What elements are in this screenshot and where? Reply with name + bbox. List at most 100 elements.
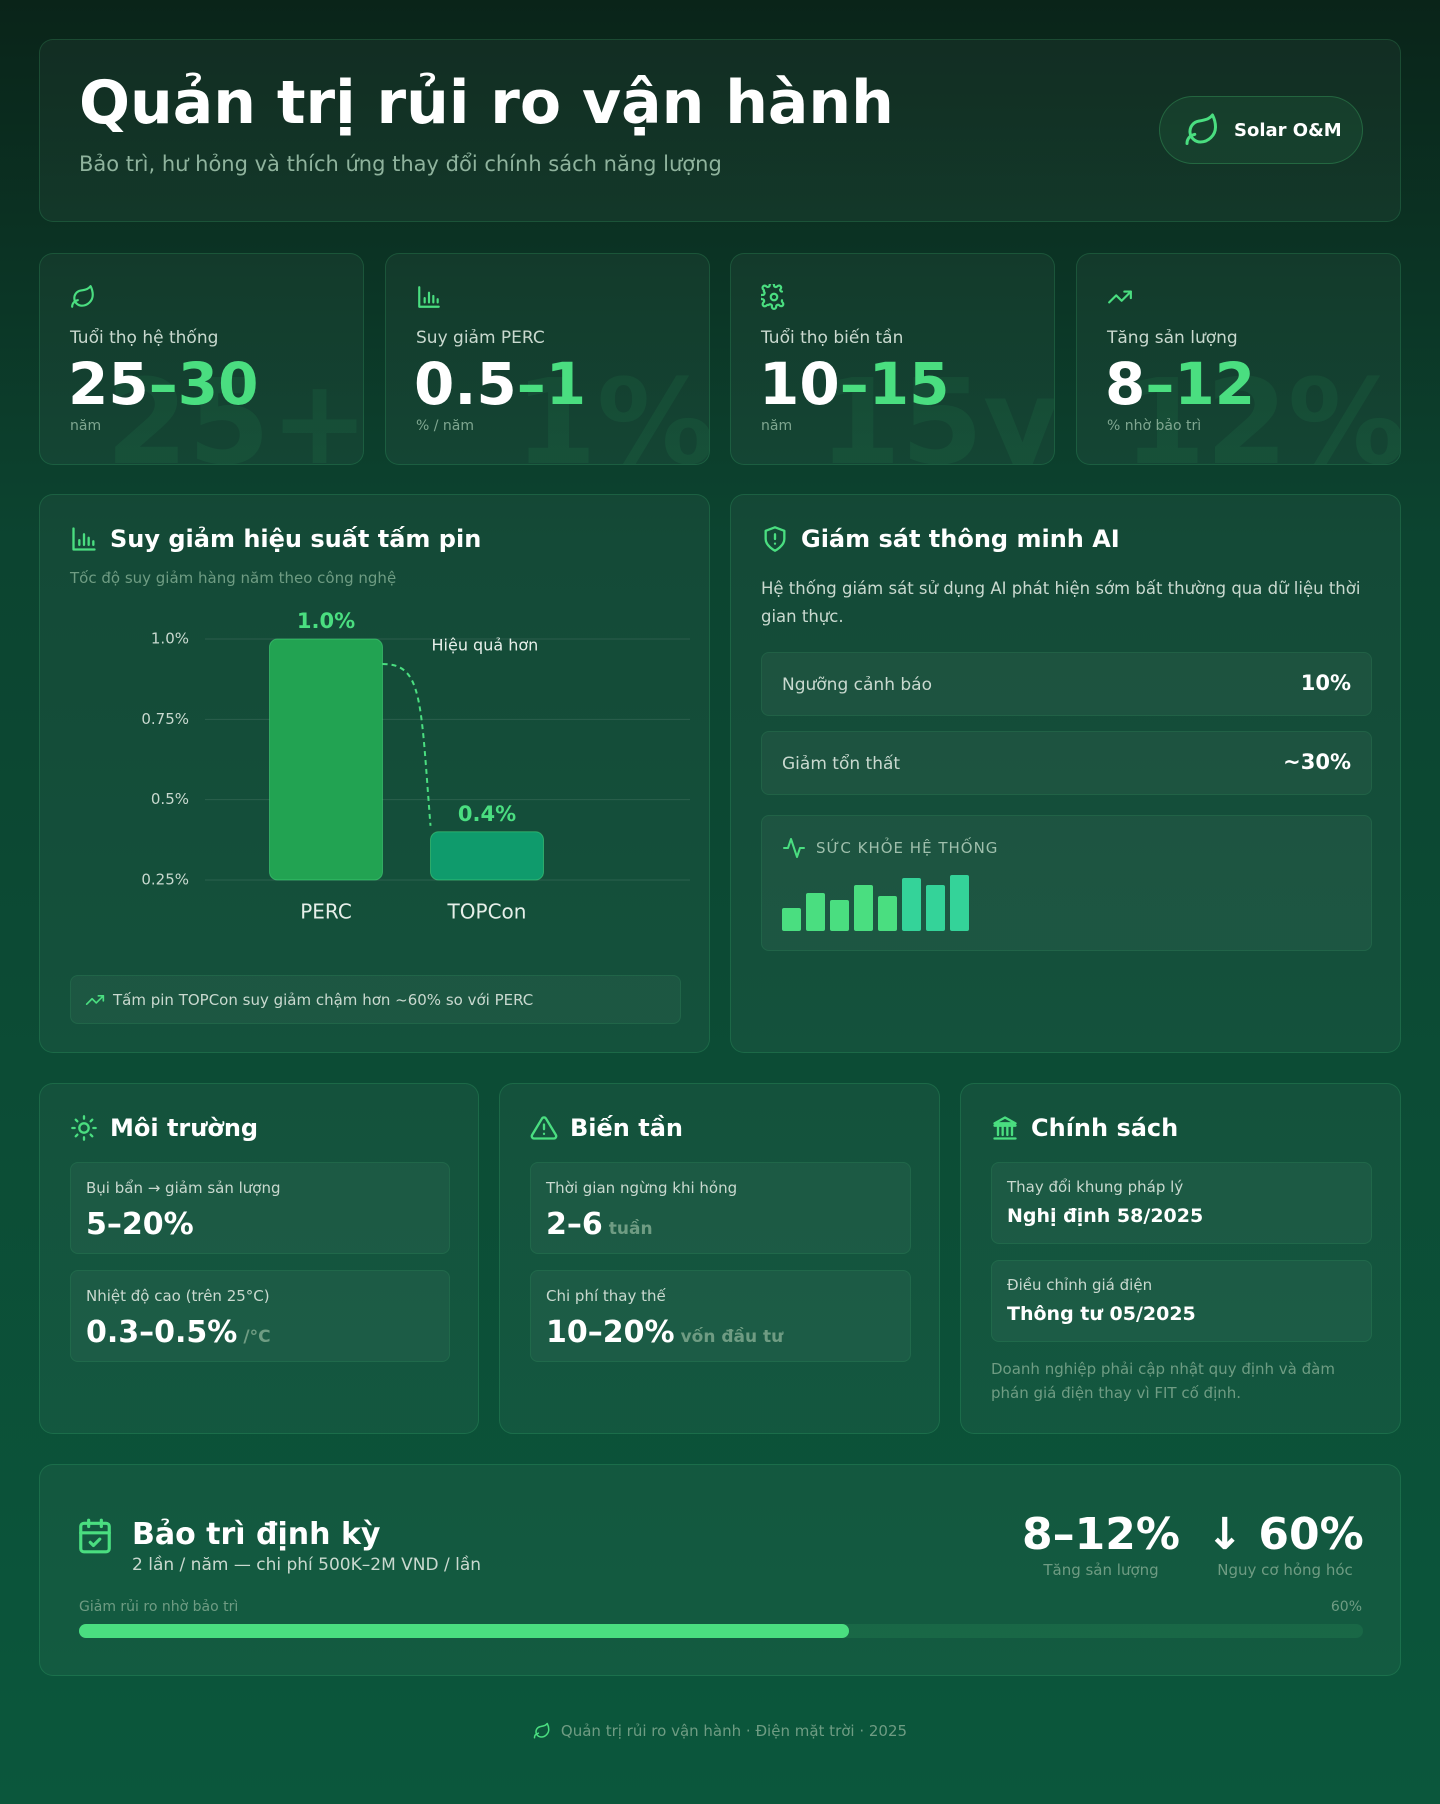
stat-label: Tuổi thọ hệ thống bbox=[70, 328, 219, 348]
ai-title: Giám sát thông minh AI bbox=[801, 525, 1120, 553]
stat-value: 10–15 bbox=[759, 352, 949, 416]
env-item: Bụi bẩn → giảm sản lượng 5–20% bbox=[70, 1162, 450, 1254]
item-value-text: 0.3–0.5% bbox=[86, 1315, 238, 1350]
x-tick-label: PERC bbox=[300, 900, 352, 924]
progress-fill bbox=[79, 1624, 850, 1638]
item-label: Điều chỉnh giá điện bbox=[1007, 1276, 1153, 1294]
stat-value-main: 0.5 bbox=[414, 350, 517, 418]
item-value: 0.3–0.5%/°C bbox=[86, 1315, 271, 1350]
maintenance-stat: 8–12% Tăng sản lượng bbox=[1021, 1509, 1181, 1579]
stat-icon bbox=[418, 286, 440, 308]
health-bar bbox=[878, 896, 897, 931]
ai-description: Hệ thống giám sát sử dụng AI phát hiện s… bbox=[761, 579, 1361, 626]
footer: Quản trị rủi ro vận hành · Điện mặt trời… bbox=[0, 1722, 1440, 1740]
stat-value: ↓ 60% bbox=[1206, 1509, 1364, 1560]
policy-title: Chính sách bbox=[1031, 1114, 1179, 1142]
stat-value: 8–12 bbox=[1105, 352, 1255, 416]
page-subtitle: Bảo trì, hư hỏng và thích ứng thay đổi c… bbox=[79, 152, 722, 176]
ai-card: Giám sát thông minh AI Hệ thống giám sát… bbox=[730, 494, 1401, 1053]
stat-card: 12% Tăng sản lượng 8–12 % nhờ bảo trì bbox=[1076, 253, 1401, 465]
item-value: 2–6 tuần bbox=[546, 1207, 653, 1242]
stat-icon bbox=[761, 284, 785, 310]
progress-value-label: 60% bbox=[1330, 1599, 1362, 1615]
page-title: Quản trị rủi ro vận hành bbox=[79, 68, 894, 138]
stat-watermark: 1% bbox=[514, 353, 710, 465]
badge: Solar O&M bbox=[1159, 96, 1363, 164]
item-unit: tuần bbox=[608, 1219, 653, 1239]
ai-metric: Ngưỡng cảnh báo 10% bbox=[761, 652, 1372, 716]
stat-label: Tăng sản lượng bbox=[1043, 1561, 1159, 1579]
inverter-card: Biến tần Thời gian ngừng khi hỏng 2–6 tuầ… bbox=[499, 1083, 940, 1434]
health-bar bbox=[926, 885, 945, 931]
policy-item: Điều chỉnh giá điện Thông tư 05/2025 bbox=[991, 1260, 1372, 1342]
footer-text: Quản trị rủi ro vận hành · Điện mặt trời… bbox=[560, 1722, 908, 1740]
stat-watermark: 25+ bbox=[105, 353, 364, 465]
chart-note: Tấm pin TOPCon suy giảm chậm hơn ~60% so… bbox=[113, 990, 534, 1009]
health-bars bbox=[782, 875, 969, 931]
stat-value-main: 10 bbox=[759, 350, 840, 418]
health-label: SỨC KHỎE HỆ THỐNG bbox=[816, 839, 999, 857]
item-value-text: 2–6 bbox=[546, 1207, 603, 1242]
item-label: Nhiệt độ cao (trên 25°C) bbox=[86, 1287, 270, 1305]
inverter-item: Chi phí thay thế 10–20% vốn đầu tư bbox=[530, 1270, 911, 1362]
stat-unit: năm bbox=[70, 418, 102, 434]
item-label: Chi phí thay thế bbox=[546, 1287, 666, 1305]
maintenance-stat: ↓ 60% Nguy cơ hỏng hóc bbox=[1200, 1509, 1370, 1579]
ai-metric: Giảm tổn thất ~30% bbox=[761, 731, 1372, 795]
metric-value: 10% bbox=[1300, 671, 1351, 695]
health-box: SỨC KHỎE HỆ THỐNG bbox=[761, 815, 1372, 951]
inverter-heading: Biến tần bbox=[530, 1114, 683, 1142]
bank-icon bbox=[993, 1116, 1017, 1140]
y-tick-label: 0.25% bbox=[141, 871, 189, 889]
shield-icon bbox=[764, 526, 786, 552]
inverter-title: Biến tần bbox=[570, 1114, 683, 1142]
stat-icon bbox=[71, 285, 94, 308]
progress-track bbox=[79, 1624, 1363, 1638]
stat-value: 0.5–1 bbox=[414, 352, 586, 416]
item-value: 10–20% vốn đầu tư bbox=[546, 1315, 783, 1350]
stat-value: 25–30 bbox=[68, 352, 258, 416]
policy-item: Thay đổi khung pháp lý Nghị định 58/2025 bbox=[991, 1162, 1372, 1244]
stat-icon bbox=[1108, 290, 1132, 304]
chart-card: Suy giảm hiệu suất tấm pin Tốc độ suy gi… bbox=[39, 494, 710, 1053]
metric-label: Giảm tổn thất bbox=[782, 754, 901, 774]
stat-value-accent: –1 bbox=[516, 350, 587, 418]
annotation: Hiệu quả hơn bbox=[432, 636, 539, 655]
stat-watermark: 15y bbox=[818, 353, 1055, 465]
stat-value-accent: –30 bbox=[148, 350, 259, 418]
maintenance-subtitle: 2 lần / năm — chi phí 500K–2M VND / lần bbox=[132, 1555, 482, 1575]
maintenance-card: Bảo trì định kỳ 2 lần / năm — chi phí 50… bbox=[39, 1464, 1401, 1676]
inverter-item: Thời gian ngừng khi hỏng 2–6 tuần bbox=[530, 1162, 911, 1254]
stat-unit: % nhờ bảo trì bbox=[1107, 418, 1202, 434]
sun-icon bbox=[71, 1115, 97, 1141]
chart-icon bbox=[72, 527, 96, 551]
stat-label: Nguy cơ hỏng hóc bbox=[1217, 1561, 1353, 1579]
value-label: 0.4% bbox=[458, 802, 516, 826]
chart-heading: Suy giảm hiệu suất tấm pin bbox=[70, 525, 481, 553]
stat-label: Tăng sản lượng bbox=[1107, 328, 1238, 348]
environment-card: Môi trường Bụi bẩn → giảm sản lượng 5–20… bbox=[39, 1083, 479, 1434]
item-value: 5–20% bbox=[86, 1207, 194, 1242]
item-value: Thông tư 05/2025 bbox=[1007, 1303, 1196, 1325]
stat-card: 15y Tuổi thọ biến tần 10–15 năm bbox=[730, 253, 1055, 465]
x-tick-label: TOPCon bbox=[447, 900, 527, 924]
env-heading: Môi trường bbox=[70, 1114, 258, 1142]
stat-value-main: 8 bbox=[1105, 350, 1146, 418]
stat-value-accent: –15 bbox=[839, 350, 950, 418]
value-label: 1.0% bbox=[297, 609, 355, 633]
health-bar bbox=[806, 893, 825, 931]
warning-icon bbox=[530, 1116, 558, 1140]
leaf-icon bbox=[533, 1722, 550, 1739]
health-bar bbox=[950, 875, 969, 931]
trend-icon bbox=[85, 994, 105, 1005]
chart-title: Suy giảm hiệu suất tấm pin bbox=[110, 525, 482, 553]
env-title: Môi trường bbox=[110, 1114, 259, 1142]
stat-unit: % / năm bbox=[416, 418, 475, 434]
item-label: Thay đổi khung pháp lý bbox=[1007, 1178, 1184, 1196]
header-card: Quản trị rủi ro vận hành Bảo trì, hư hỏn… bbox=[39, 39, 1401, 222]
policy-note: Doanh nghiệp phải cập nhật quy định và đ… bbox=[991, 1360, 1335, 1402]
item-label: Thời gian ngừng khi hỏng bbox=[546, 1179, 738, 1197]
policy-card: Chính sách Thay đổi khung pháp lý Nghị đ… bbox=[960, 1083, 1401, 1434]
